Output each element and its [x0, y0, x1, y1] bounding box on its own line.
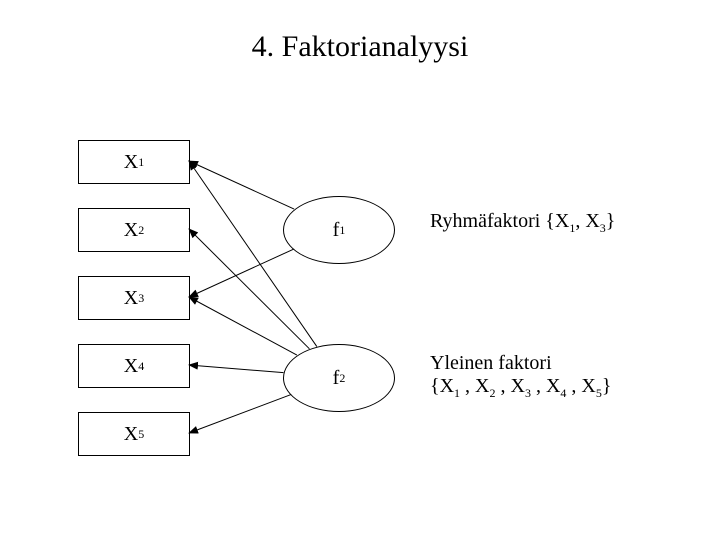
- page-title: 4. Faktorianalyysi: [0, 30, 720, 64]
- annotation-yleinen-faktori: Yleinen faktori{X1 , X2 , X3 , X4 , X5}: [430, 352, 611, 401]
- edge-f2-x1: [189, 161, 317, 347]
- factor-ellipse-f1: f1: [283, 196, 395, 264]
- edge-f1-x1: [189, 161, 294, 209]
- annotation-ryhmafaktori: Ryhmäfaktori {X1, X3}: [430, 210, 615, 236]
- edge-f2-x3: [189, 297, 297, 355]
- variable-box-x3: X3: [78, 276, 190, 320]
- edge-f1-x3: [189, 249, 294, 297]
- variable-box-x2: X2: [78, 208, 190, 252]
- edge-f2-x5: [189, 394, 291, 433]
- edges-layer: [0, 0, 720, 540]
- edge-f2-x4: [189, 365, 283, 373]
- variable-box-x5: X5: [78, 412, 190, 456]
- variable-box-x4: X4: [78, 344, 190, 388]
- factor-ellipse-f2: f2: [283, 344, 395, 412]
- variable-box-x1: X1: [78, 140, 190, 184]
